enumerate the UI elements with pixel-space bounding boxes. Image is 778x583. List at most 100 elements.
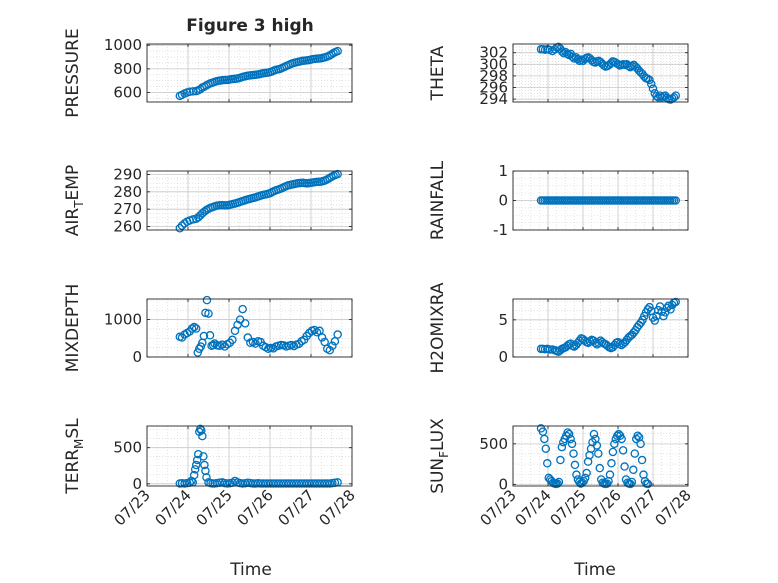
- sun-flux-data-point: [608, 447, 618, 457]
- h2omixra-y-tick-label: 0: [498, 348, 508, 366]
- sun-flux-data-point: [629, 465, 638, 475]
- sun-flux-data-point: [595, 463, 605, 473]
- sun-flux-y-axis-label: SUNFLUX: [428, 418, 451, 494]
- mixdepth-data-point: [196, 342, 206, 351]
- theta-data-point: [557, 47, 567, 56]
- sun-flux-data-point: [566, 434, 575, 444]
- terr-msl-data-point: [192, 455, 202, 465]
- sun-flux-data-point: [570, 460, 580, 470]
- air-temp-data-point: [175, 224, 185, 233]
- h2omixra-data-point: [615, 339, 625, 348]
- theta-y-tick-label: 298: [479, 67, 508, 85]
- h2omixra-data-point: [671, 297, 681, 307]
- air-temp-axes-box: [146, 170, 353, 231]
- sun-flux-data-point: [637, 455, 647, 465]
- mixdepth-data-point: [187, 324, 197, 333]
- sun-flux-x-tick-label: 07/27: [617, 486, 660, 529]
- h2omixra-y-axis-label: H2OMIXRA: [428, 282, 448, 373]
- mixdepth-axes-box: [146, 298, 353, 358]
- mixdepth-data-point: [233, 320, 242, 330]
- terr-msl-data-point: [190, 465, 200, 474]
- theta-data-point: [647, 79, 656, 89]
- sun-flux-data-point: [607, 459, 616, 468]
- h2omixra-data-point: [666, 305, 675, 314]
- sun-flux-data-point: [592, 441, 602, 450]
- sun-flux-data-point: [569, 449, 578, 458]
- air-temp-data-point: [177, 221, 187, 230]
- mixdepth-y-tick-label: 1000: [104, 311, 142, 329]
- rainfall-y-axis-label: RAINFALL: [428, 160, 448, 240]
- sun-flux-data-point: [564, 429, 574, 439]
- subplot-terr-msl: 050007/2307/2407/2507/2607/2707/28TERRMS…: [63, 418, 359, 530]
- air-temp-y-tick-label: 260: [113, 218, 142, 236]
- theta-data-point: [645, 75, 654, 85]
- sun-flux-data-point: [553, 479, 562, 488]
- sun-flux-y-tick-label: 500: [479, 435, 508, 453]
- mixdepth-data-point: [205, 331, 215, 340]
- theta-y-tick-label: 300: [479, 55, 508, 73]
- terr-msl-data-point: [199, 452, 208, 461]
- terr-msl-x-tick-label: 07/25: [193, 486, 236, 529]
- h2omixra-y-tick-label: 5: [498, 311, 508, 329]
- pressure-data-point: [185, 87, 194, 96]
- theta-y-axis-label: THETA: [428, 45, 448, 101]
- mixdepth-data-point: [310, 325, 319, 335]
- terr-msl-x-tick-label: 07/28: [316, 486, 359, 529]
- terr-msl-y-axis-label: TERRMSL: [63, 418, 86, 495]
- x-axis-label-left: Time: [229, 560, 272, 580]
- theta-data-point: [627, 61, 637, 71]
- mixdepth-data-point: [317, 333, 327, 342]
- sun-flux-data-point: [594, 449, 603, 458]
- terr-msl-data-point: [197, 426, 206, 435]
- sun-flux-data-point: [626, 479, 635, 489]
- x-axis-label-right: Time: [573, 560, 616, 580]
- terr-msl-data-point: [202, 473, 211, 482]
- pressure-data-point: [333, 46, 342, 56]
- sun-flux-data-point: [580, 473, 590, 483]
- theta-data-point: [568, 52, 577, 62]
- subplot-sun-flux: 050007/2307/2407/2507/2607/2707/28SUNFLU…: [428, 418, 695, 530]
- rainfall-data-point: [671, 196, 681, 205]
- rainfall-y-tick-label: -1: [493, 221, 508, 239]
- sun-flux-x-tick-label: 07/28: [652, 486, 695, 529]
- terr-msl-data-point: [193, 449, 203, 459]
- mixdepth-data-point: [251, 339, 260, 348]
- mixdepth-data-point: [333, 330, 342, 339]
- mixdepth-data-point: [189, 322, 199, 332]
- sun-flux-data-point: [610, 439, 619, 449]
- mixdepth-data-point: [325, 346, 335, 355]
- terr-msl-y-tick-label: 0: [132, 475, 142, 493]
- mixdepth-data-point: [328, 341, 337, 351]
- sun-flux-data-point: [540, 434, 549, 444]
- pressure-axes-box: [146, 43, 353, 103]
- terr-msl-data-point: [191, 460, 201, 470]
- terr-msl-data-point: [198, 431, 207, 441]
- terr-msl-data-point: [189, 470, 199, 480]
- sun-flux-x-tick-label: 07/26: [582, 486, 625, 529]
- figure-title: Figure 3 high: [186, 16, 314, 36]
- sun-flux-data-point: [618, 446, 628, 455]
- terr-msl-x-tick-label: 07/26: [234, 486, 277, 529]
- air-temp-y-axis-label: AIRTEMP: [63, 165, 86, 236]
- theta-y-tick-label: 296: [479, 79, 508, 97]
- mixdepth-data-point: [208, 340, 218, 350]
- sun-flux-y-tick-label: 0: [498, 475, 508, 493]
- pressure-y-tick-label: 600: [113, 84, 142, 102]
- mixdepth-data-point: [204, 309, 213, 318]
- theta-data-point: [648, 84, 658, 93]
- h2omixra-axes-box: [512, 298, 689, 358]
- pressure-y-tick-label: 1000: [104, 36, 142, 54]
- terr-msl-data-point: [200, 460, 209, 470]
- theta-y-tick-label: 294: [479, 90, 508, 108]
- mixdepth-data-point: [240, 319, 250, 328]
- terr-msl-x-tick-label: 07/24: [152, 486, 195, 529]
- sun-flux-data-point: [556, 455, 565, 465]
- pressure-y-tick-label: 800: [113, 60, 142, 78]
- mixdepth-y-axis-label: MIXDEPTH: [63, 284, 83, 373]
- h2omixra-data-point: [585, 337, 595, 346]
- sun-flux-data-point: [557, 442, 567, 452]
- air-temp-y-tick-label: 290: [113, 165, 142, 183]
- mixdepth-data-point: [191, 324, 201, 333]
